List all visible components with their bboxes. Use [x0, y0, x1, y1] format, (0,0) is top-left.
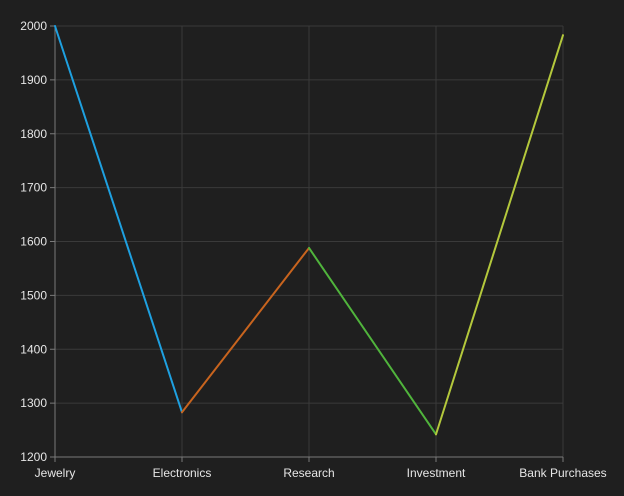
x-tick-label: Research	[283, 466, 334, 480]
line-segment-4	[435, 34, 564, 436]
y-tick-label: 1300	[20, 396, 47, 410]
y-tick-label: 1900	[20, 73, 47, 87]
x-tick-label: Bank Purchases	[519, 466, 606, 480]
x-tick-label: Electronics	[153, 466, 212, 480]
y-tick-label: 2000	[20, 19, 47, 33]
line-segment-3	[308, 246, 437, 436]
y-tick-label: 1600	[20, 235, 47, 249]
y-tick-label: 1800	[20, 127, 47, 141]
line-segment-1	[54, 25, 183, 414]
x-tick-label: Investment	[407, 466, 466, 480]
axis-layer	[50, 25, 564, 462]
x-tick-label: Jewelry	[35, 466, 76, 480]
line-segment-2	[181, 246, 310, 414]
y-tick-label: 1400	[20, 342, 47, 356]
y-tick-label: 1200	[20, 450, 47, 464]
y-tick-label: 1700	[20, 181, 47, 195]
y-tick-label: 1500	[20, 288, 47, 302]
grid-layer	[55, 25, 564, 457]
series-layer	[54, 25, 564, 436]
label-layer: 1200 1300 1400 1500 1600 1700 1800 1900 2000 Jewe…	[20, 19, 606, 480]
